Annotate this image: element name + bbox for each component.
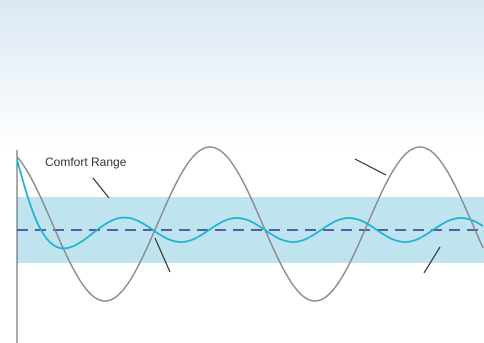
- pointer: [354, 158, 387, 176]
- pointer: [154, 237, 171, 273]
- undamped-wave: [16, 146, 484, 302]
- damped-wave: [16, 159, 484, 250]
- pointer: [423, 246, 441, 274]
- comfort-range-label: Comfort Range: [45, 155, 127, 169]
- background: [0, 0, 484, 150]
- pointer: [92, 177, 110, 199]
